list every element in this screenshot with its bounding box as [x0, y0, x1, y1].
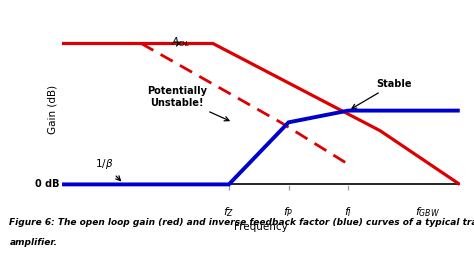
- Text: Potentially
Unstable!: Potentially Unstable!: [147, 86, 229, 121]
- Text: $A_{OL}$: $A_{OL}$: [171, 35, 190, 49]
- Y-axis label: Gain (dB): Gain (dB): [47, 85, 57, 134]
- Text: amplifier.: amplifier.: [9, 238, 57, 247]
- X-axis label: Frequency: Frequency: [234, 222, 288, 232]
- Text: 0 dB: 0 dB: [35, 179, 60, 189]
- Text: Stable: Stable: [352, 79, 411, 108]
- Text: $1/\beta$: $1/\beta$: [95, 157, 120, 180]
- Text: Figure 6: The open loop gain (red) and inverse feedback factor (blue) curves of : Figure 6: The open loop gain (red) and i…: [9, 218, 474, 227]
